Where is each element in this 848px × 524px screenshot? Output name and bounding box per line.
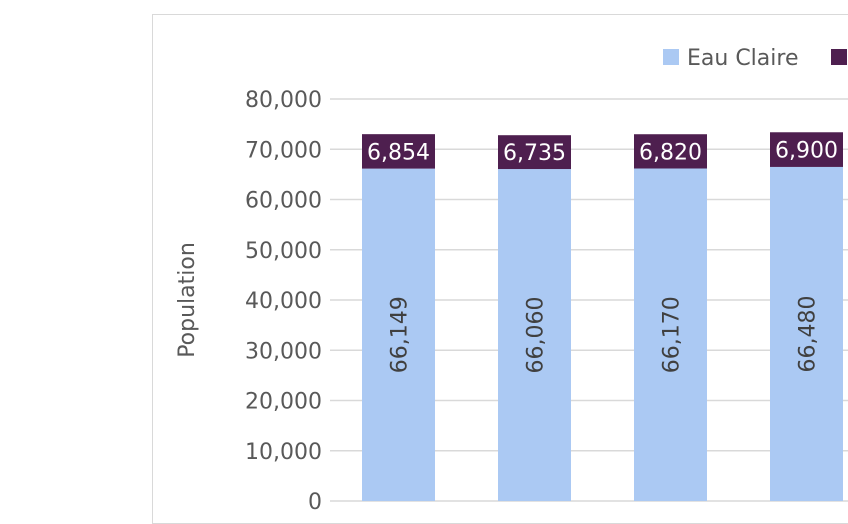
data-label-series-2: 6,854 xyxy=(367,140,430,165)
y-tick-label: 60,000 xyxy=(245,189,322,214)
y-tick-label: 80,000 xyxy=(245,88,322,113)
bar-segment-eau-claire xyxy=(634,168,707,502)
bar-segment-series-2 xyxy=(634,134,707,169)
data-label-eau-claire: 66,170 xyxy=(660,296,685,373)
y-tick-label: 40,000 xyxy=(245,289,322,314)
data-label-eau-claire: 66,149 xyxy=(388,296,413,373)
stacked-bar-chart: 0 10,000 20,000 30,000 40,000 50,000 60,000 70,… xyxy=(175,46,848,510)
legend: Eau Claire xyxy=(663,46,847,71)
y-axis-title: Population xyxy=(175,242,200,358)
y-tick-label: 10,000 xyxy=(245,440,322,465)
y-tick-label: 20,000 xyxy=(245,390,322,415)
y-tick-label: 30,000 xyxy=(245,339,322,364)
bar-segment-eau-claire xyxy=(498,169,571,501)
data-label-eau-claire: 66,060 xyxy=(524,297,549,374)
bar-segment-eau-claire xyxy=(362,168,435,502)
legend-swatch-series-2 xyxy=(831,49,847,65)
legend-label-eau-claire: Eau Claire xyxy=(687,46,798,71)
data-label-series-2: 6,735 xyxy=(503,141,566,166)
bars: 66,149 6,854 66,060 6,735 66,170 6,820 66,480 6… xyxy=(362,132,843,502)
y-tick-label: 70,000 xyxy=(245,138,322,163)
bar-segment-series-2 xyxy=(498,135,571,170)
data-label-eau-claire: 66,480 xyxy=(796,295,821,372)
bar-segment-eau-claire xyxy=(770,166,843,502)
bar-segment-series-2 xyxy=(362,134,435,169)
y-tick-label: 0 xyxy=(308,490,322,510)
y-tick-label: 50,000 xyxy=(245,239,322,264)
data-label-series-2: 6,820 xyxy=(639,140,702,165)
legend-swatch-eau-claire xyxy=(663,49,679,65)
y-axis-tick-labels: 0 10,000 20,000 30,000 40,000 50,000 60,000 70,… xyxy=(245,88,322,510)
data-label-series-2: 6,900 xyxy=(775,139,838,164)
bar-segment-series-2 xyxy=(770,132,843,167)
